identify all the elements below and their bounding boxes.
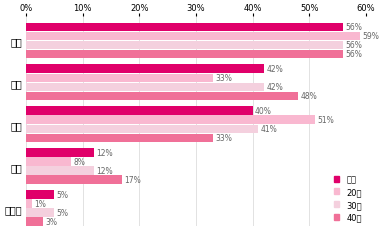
Text: 1%: 1% [34, 199, 46, 208]
Text: 5%: 5% [56, 190, 69, 199]
Legend: 全体, 20代, 30代, 40代: 全体, 20代, 30代, 40代 [334, 175, 362, 222]
Text: 12%: 12% [96, 167, 113, 176]
Text: 41%: 41% [260, 125, 277, 134]
Text: 51%: 51% [317, 116, 334, 125]
Bar [26, 208, 54, 217]
Bar [26, 149, 94, 157]
Text: 5%: 5% [56, 208, 69, 217]
Text: 42%: 42% [266, 83, 283, 92]
Bar [26, 107, 253, 116]
Bar [26, 33, 360, 41]
Bar [26, 50, 343, 59]
Bar [26, 42, 343, 50]
Bar [26, 92, 298, 101]
Text: 33%: 33% [215, 74, 232, 83]
Bar [26, 74, 213, 83]
Text: 40%: 40% [255, 107, 272, 116]
Bar [26, 116, 315, 125]
Bar [26, 125, 258, 134]
Bar [26, 199, 31, 208]
Bar [26, 191, 54, 199]
Bar [26, 65, 264, 74]
Bar [26, 176, 122, 184]
Bar [26, 24, 343, 32]
Text: 56%: 56% [346, 23, 362, 32]
Text: 59%: 59% [362, 32, 379, 41]
Bar [26, 167, 94, 175]
Text: 33%: 33% [215, 134, 232, 143]
Bar [26, 134, 213, 143]
Text: 48%: 48% [300, 92, 317, 101]
Text: 56%: 56% [346, 41, 362, 50]
Text: 56%: 56% [346, 50, 362, 59]
Bar [26, 217, 43, 226]
Text: 12%: 12% [96, 149, 113, 158]
Text: 17%: 17% [124, 176, 141, 185]
Bar [26, 158, 71, 166]
Bar [26, 83, 264, 92]
Text: 42%: 42% [266, 65, 283, 74]
Text: 3%: 3% [45, 217, 57, 226]
Text: 8%: 8% [74, 158, 85, 167]
